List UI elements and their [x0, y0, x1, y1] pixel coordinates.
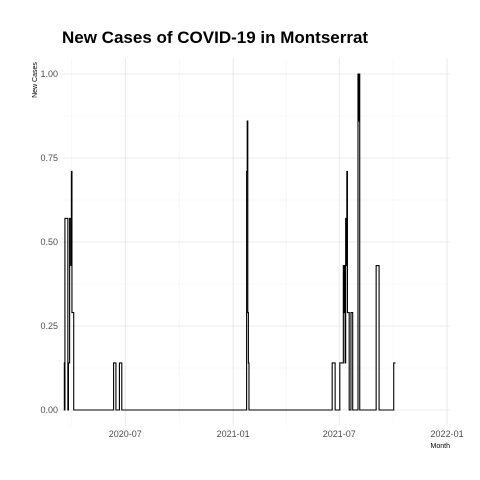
x-tick-label: 2021-07 [323, 429, 356, 439]
y-tick-label: 0.25 [40, 321, 58, 331]
major-gridlines [62, 58, 450, 426]
y-axis-ticks: 0.00 0.25 0.50 0.75 1.00 [40, 69, 58, 415]
x-axis-title: Month [431, 443, 451, 450]
chart-title: New Cases of COVID-19 in Montserrat [62, 28, 368, 47]
series-line [63, 73, 396, 411]
y-tick-label: 1.00 [40, 69, 58, 79]
y-tick-label: 0.75 [40, 153, 58, 163]
x-tick-label: 2020-07 [109, 429, 142, 439]
x-tick-label: 2021-01 [217, 429, 250, 439]
y-tick-label: 0.50 [40, 237, 58, 247]
y-tick-label: 0.00 [40, 405, 58, 415]
x-axis-ticks: 2020-07 2021-01 2021-07 2022-01 [109, 429, 464, 439]
y-axis-title: New Cases [32, 62, 39, 98]
x-tick-label: 2022-01 [431, 429, 464, 439]
series-group [63, 73, 396, 411]
